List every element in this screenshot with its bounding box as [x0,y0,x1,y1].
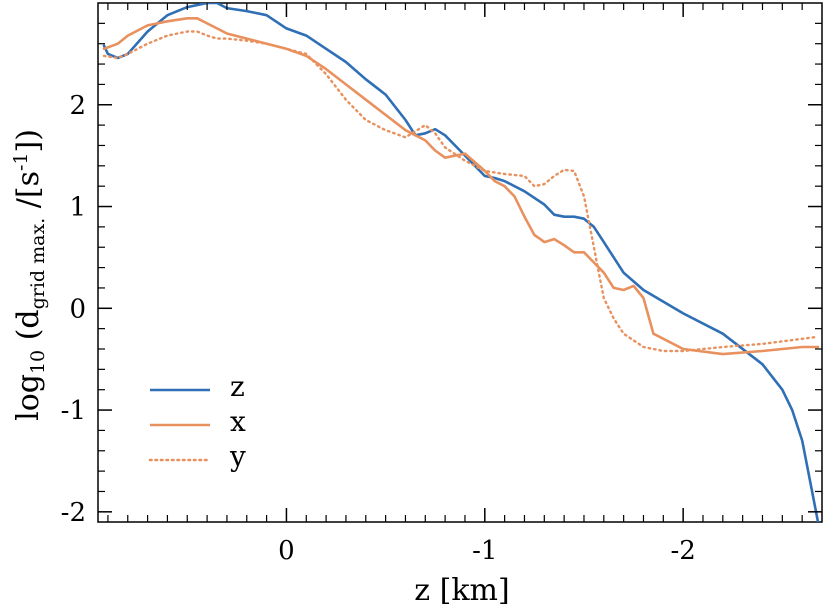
y-axis-title: log10 (dgrid max. /[s-1]) [10,129,49,421]
y-tick-label: -2 [61,498,86,528]
y-tick-label: -1 [61,396,86,426]
legend-label-y: y [229,440,246,473]
x-tick-label: -2 [670,536,695,566]
series-line-z [102,3,820,522]
y-tick-label: 2 [69,91,86,121]
series-line-x [102,16,820,356]
y-axis-title-open: (d [11,309,46,349]
series-layer [102,3,820,522]
legend-label-x: x [230,405,246,438]
plot-area: 0 -1 -2 -2 -1 0 1 2 [61,2,823,566]
x-tick-label: 0 [278,536,295,566]
x-axis-title: z [km] [414,573,509,608]
y-tick-label: 1 [69,193,86,223]
y-axis-title-log: log [11,374,46,421]
series-line-y [102,30,820,353]
y-axis-title-unit-sup: -1 [10,153,32,172]
y-axis-title-unit: /[s [11,171,46,218]
y-axis-title-log-sub: 10 [27,350,49,374]
y-axis-title-d-sub: grid max. [27,218,49,310]
legend-label-z: z [230,370,245,403]
x-tick-label: -1 [472,536,497,566]
plot-frame [97,2,823,523]
y-tick-label: 0 [69,294,86,324]
ticks-layer: 0 -1 -2 -2 -1 0 1 2 [61,3,822,566]
legend: zxy [148,370,246,473]
y-axis-title-close: ]) [11,129,46,152]
